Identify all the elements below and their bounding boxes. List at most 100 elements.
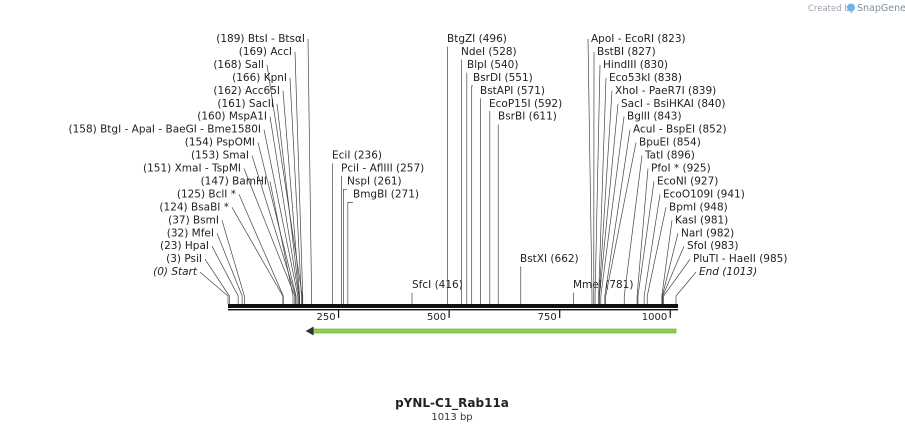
site-cut-line: [598, 77, 607, 304]
site-cut-line: [347, 202, 353, 304]
restriction-site-label[interactable]: HindIII (830): [603, 59, 668, 71]
site-cut-line: [636, 168, 649, 304]
restriction-site-label[interactable]: EcoO109I (941): [663, 188, 745, 200]
site-cut-line: [600, 116, 625, 304]
restriction-site-label[interactable]: (161) SacII: [217, 98, 274, 110]
site-cut-line: [661, 220, 673, 304]
restriction-site-label[interactable]: SfcI (416): [412, 279, 463, 291]
site-cut-line: [204, 258, 230, 304]
restriction-site-label[interactable]: (37) BsmI: [168, 214, 219, 226]
ruler-tick-label: 750: [538, 312, 557, 323]
plasmid-name: pYNL-C1_Rab11a: [395, 396, 509, 411]
restriction-site-label[interactable]: (0) Start: [153, 266, 198, 278]
restriction-site-label[interactable]: NspI (261): [347, 175, 402, 187]
site-cut-line: [231, 207, 284, 304]
site-cut-line: [599, 103, 619, 304]
restriction-site-label[interactable]: (154) PspOMI: [185, 137, 255, 149]
restriction-site-label[interactable]: BstBI (827): [597, 46, 656, 58]
ruler: 250 500 750 1000: [316, 310, 671, 323]
restriction-site-label[interactable]: BsrDI (551): [473, 72, 533, 84]
feature-bar: [311, 328, 677, 334]
restriction-site-label[interactable]: NarI (982): [681, 227, 734, 239]
site-cut-line: [263, 129, 299, 304]
restriction-site-label[interactable]: SacI - BsiHKAI (840): [621, 98, 725, 110]
restriction-site-label[interactable]: SfoI (983): [687, 240, 738, 252]
restriction-site-label[interactable]: Eco53kI (838): [609, 72, 682, 84]
restriction-site-label[interactable]: (3) PsiI: [166, 253, 202, 265]
restriction-site-label[interactable]: BstAPI (571): [480, 85, 545, 97]
restriction-site-label[interactable]: EcoP15I (592): [489, 98, 562, 110]
restriction-site-label[interactable]: MmeI (781): [573, 279, 633, 291]
site-cut-line: [587, 38, 593, 304]
restriction-site-label[interactable]: XhoI - PaeR7I (839): [615, 85, 716, 97]
restriction-site-label[interactable]: BtgZI (496): [447, 33, 507, 45]
credit-prefix: Created by: [808, 4, 855, 14]
ruler-tick-label: 1000: [642, 312, 667, 323]
restriction-site-label[interactable]: PfoI * (925): [651, 163, 711, 175]
restriction-site-label[interactable]: PluTI - HaeII (985): [693, 253, 787, 265]
site-cut-line: [199, 271, 229, 304]
restriction-site-label[interactable]: (124) BsaBI *: [159, 201, 229, 213]
site-cut-line: [480, 98, 481, 304]
site-cut-line: [243, 168, 296, 304]
restriction-site-label[interactable]: EcoNI (927): [657, 175, 718, 187]
site-cut-line: [269, 116, 300, 304]
site-cut-line: [257, 142, 297, 304]
site-cut-line: [221, 220, 245, 304]
site-cut-line: [343, 189, 347, 304]
restriction-site-label[interactable]: (23) HpaI: [160, 240, 209, 252]
restriction-site-label[interactable]: AcuI - BspEI (852): [633, 124, 727, 136]
restriction-site-label[interactable]: BlpI (540): [467, 59, 518, 71]
restriction-site-label[interactable]: (153) SmaI: [191, 150, 249, 162]
restriction-site-label[interactable]: (160) MspA1I: [197, 111, 267, 123]
restriction-site-label[interactable]: (147) BamHI: [201, 175, 267, 187]
restriction-site-label[interactable]: BsrBI (611): [498, 111, 557, 123]
site-cut-line: [269, 181, 294, 304]
restriction-site-label[interactable]: KasI (981): [675, 214, 728, 226]
restriction-site-label[interactable]: PciI - AflIII (257): [341, 163, 424, 175]
restriction-site-label[interactable]: (168) SalI: [213, 59, 264, 71]
restriction-site-label[interactable]: (166) KpnI: [232, 72, 287, 84]
restriction-site-label[interactable]: NdeI (528): [461, 46, 517, 58]
restriction-site-label[interactable]: (162) Acc65I: [213, 85, 280, 97]
restriction-site-label[interactable]: BglII (843): [627, 111, 682, 123]
site-cut-line: [282, 90, 300, 304]
ruler-tick-label: 500: [427, 312, 446, 323]
restriction-site-label[interactable]: BstXI (662): [520, 253, 579, 265]
restriction-site-label[interactable]: End (1013): [699, 266, 757, 278]
restriction-site-label[interactable]: (151) XmaI - TspMI: [143, 163, 241, 175]
restriction-site-label[interactable]: BmgBI (271): [353, 188, 419, 200]
credit-brand: SnapGene: [857, 3, 905, 14]
site-cut-line: [307, 38, 312, 304]
site-cut-line: [598, 90, 613, 304]
site-cut-line: [663, 258, 691, 304]
site-cut-line: [289, 77, 302, 304]
site-cut-line: [461, 59, 462, 304]
restriction-site-label[interactable]: ApoI - EcoRI (823): [591, 33, 686, 45]
site-cut-line: [238, 194, 284, 304]
plasmid-length: 1013 bp: [431, 412, 472, 423]
feature-arrowhead: [305, 326, 314, 336]
site-cut-line: [471, 85, 473, 304]
restriction-site-label[interactable]: (169) AccI: [239, 46, 292, 58]
feature-rab11a[interactable]: [305, 326, 677, 336]
site-cut-line: [604, 129, 631, 304]
restriction-site-label[interactable]: (189) BtsI - BtsαI: [216, 33, 305, 45]
restriction-site-label[interactable]: BpmI (948): [669, 201, 728, 213]
site-cut-line: [661, 233, 679, 304]
site-cut-line: [266, 64, 303, 304]
site-cut-line: [662, 246, 685, 304]
restriction-site-label[interactable]: BpuEI (854): [639, 137, 701, 149]
ruler-tick-label: 250: [316, 312, 335, 323]
restriction-site-label[interactable]: (32) MfeI: [167, 227, 214, 239]
site-cut-line: [623, 155, 643, 304]
site-cut-line: [594, 64, 601, 304]
site-cut-line: [276, 103, 300, 304]
site-cut-line: [341, 176, 343, 304]
restriction-site-label[interactable]: (158) BtgI - ApaI - BaeGI - Bme1580I: [69, 124, 261, 136]
restriction-site-label[interactable]: (125) BclI *: [177, 188, 236, 200]
snapgene-logo-icon: [847, 3, 855, 12]
restriction-site-label[interactable]: TatI (896): [644, 150, 695, 162]
restriction-site-label[interactable]: EciI (236): [332, 150, 382, 162]
